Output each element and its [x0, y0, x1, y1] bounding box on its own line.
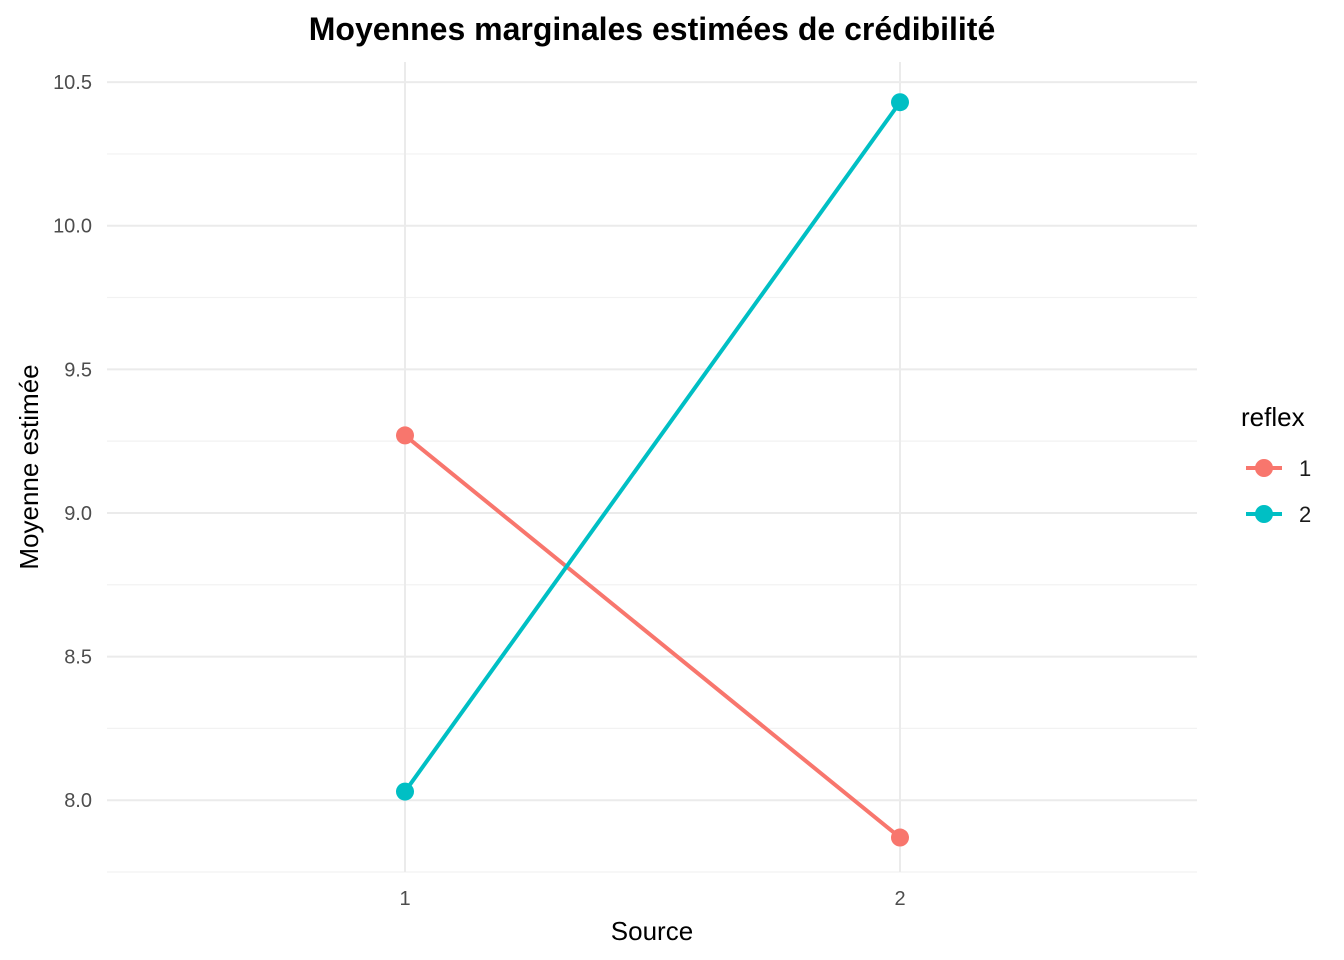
x-axis-title: Source	[611, 916, 693, 946]
legend-item-1: 1	[1246, 456, 1311, 481]
major-gridlines	[107, 62, 1197, 872]
y-tick-label: 8.0	[64, 790, 92, 812]
legend-title: reflex	[1241, 402, 1305, 432]
legend: reflex 12	[1241, 402, 1311, 527]
chart-title: Moyennes marginales estimées de crédibil…	[309, 11, 996, 47]
y-tick-label: 9.5	[64, 359, 92, 381]
data-point-series-2-source-2	[891, 93, 909, 112]
data-point-series-2-source-1	[396, 782, 414, 801]
y-axis-title: Moyenne estimée	[14, 364, 44, 569]
y-tick-label: 10.5	[53, 72, 92, 94]
series-layer	[396, 93, 909, 847]
legend-label: 2	[1299, 502, 1311, 527]
y-tick-label: 9.0	[64, 503, 92, 525]
minor-gridlines	[107, 153, 1197, 873]
series-line-1	[403, 433, 902, 840]
data-point-series-1-source-1	[396, 426, 414, 445]
y-tick-label: 8.5	[64, 647, 92, 669]
legend-key-point	[1255, 459, 1273, 477]
series-line-2	[403, 101, 902, 793]
legend-item-2: 2	[1246, 502, 1311, 527]
x-tick-label: 2	[894, 888, 905, 910]
x-tick-label: 1	[399, 888, 410, 910]
y-tick-label: 10.0	[53, 216, 92, 238]
legend-label: 1	[1299, 456, 1311, 481]
data-point-series-1-source-2	[891, 828, 909, 847]
legend-items: 12	[1246, 456, 1311, 527]
y-axis-ticks: 8.0 8.5 9.0 9.5 10.0 10.5	[53, 72, 92, 812]
legend-key-point	[1255, 505, 1273, 523]
